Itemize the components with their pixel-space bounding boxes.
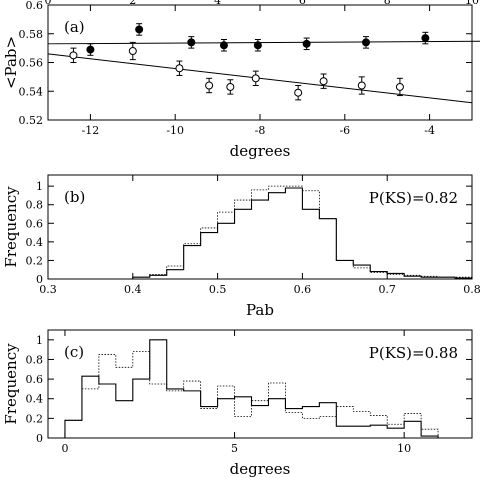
y-tick-label: 0.8 [26, 199, 44, 212]
data-point-open [175, 64, 184, 73]
data-point-filled [302, 39, 311, 48]
x-tick-label: -4 [424, 124, 435, 137]
y-tick-label: 0 [36, 273, 43, 286]
y-tick-label: 0.2 [26, 412, 44, 425]
y-tick-label: 0.56 [19, 57, 44, 70]
histogram-dotted [132, 185, 473, 279]
panel-label: (b) [64, 188, 85, 206]
data-point-open [395, 82, 404, 91]
data-point-open [205, 81, 214, 90]
panel-b: 0.3 0.4 0.5 0.6 0.7 0.8 0 0.2 0.4 0.6 0.8 1 Pab Frequ… [2, 174, 480, 319]
y-tick-label: 0.52 [19, 114, 44, 127]
x-tick-label: 0.7 [378, 283, 396, 296]
panel-c: 0 5 10 0 0.2 0.4 0.6 0.8 1 degrees Frequency (c) P(K… [2, 329, 473, 478]
ks-annotation: P(KS)=0.82 [369, 189, 458, 207]
data-point-filled [219, 41, 228, 50]
y-axis-label: Frequency [2, 186, 20, 268]
data-point-open [69, 51, 78, 60]
y-tick-label: 1 [36, 180, 43, 193]
x-tick-label: 0.3 [39, 283, 57, 296]
top-x-tick-label: 2 [129, 0, 136, 7]
panel-a: -12 -10 -8 -6 -4 0 2 4 6 8 10 0.52 0.54 0.56 0.58 0.6 de… [2, 0, 480, 160]
x-axis-label: degrees [230, 142, 291, 160]
histogram-solid [64, 339, 456, 439]
x-tick-label: -8 [255, 124, 266, 137]
plot-frame [47, 329, 473, 439]
data-point-filled [135, 25, 144, 34]
fit-line-filled-series [47, 40, 480, 45]
top-x-tick-label: 6 [299, 0, 306, 7]
top-x-tick-label: 8 [384, 0, 391, 7]
y-tick-label: 0.54 [19, 85, 44, 98]
data-point-open [319, 77, 328, 86]
x-tick-label: -10 [166, 124, 184, 137]
data-point-filled [86, 45, 95, 54]
data-point-open [128, 47, 137, 55]
y-tick-label: 1 [36, 334, 43, 347]
y-axis-label: Frequency [2, 343, 20, 425]
y-tick-label: 0.4 [26, 236, 44, 249]
histogram-dotted [64, 351, 456, 439]
x-tick-label: 0.8 [463, 283, 480, 296]
x-tick-label: 10 [397, 442, 411, 455]
top-x-tick-label: 0 [45, 0, 52, 7]
x-tick-label: 0.4 [124, 283, 142, 296]
fit-line-open-series [47, 53, 473, 104]
y-tick-label: 0.6 [26, 0, 44, 12]
data-point-open [251, 74, 260, 83]
x-tick-label: -12 [82, 124, 100, 137]
y-tick-label: 0.8 [26, 353, 44, 366]
panel-label: (c) [64, 343, 84, 361]
data-point-filled [187, 38, 196, 47]
x-tick-label: 0.5 [209, 283, 227, 296]
data-point-open [357, 81, 366, 90]
x-axis-label: degrees [230, 460, 291, 478]
x-tick-label: 0 [61, 442, 68, 455]
y-axis-label: <Pab> [2, 36, 20, 89]
x-axis-label: Pab [246, 301, 274, 319]
data-point-open [294, 88, 303, 97]
top-x-tick-label: 4 [214, 0, 221, 7]
y-tick-label: 0.58 [19, 28, 44, 41]
plot-frame [47, 4, 473, 121]
top-x-tick-label: 10 [465, 0, 479, 7]
x-tick-label: 0.6 [294, 283, 312, 296]
y-tick-label: 0.6 [26, 373, 44, 386]
panel-label: (a) [64, 18, 85, 36]
x-tick-label: 5 [231, 442, 238, 455]
y-tick-label: 0.2 [26, 254, 44, 267]
y-tick-label: 0.4 [26, 393, 44, 406]
x-tick-label: -6 [339, 124, 350, 137]
data-point-filled [362, 38, 370, 47]
y-tick-label: 0.6 [26, 217, 44, 230]
plot-frame [47, 174, 473, 280]
data-point-filled [253, 41, 262, 50]
data-point-open [226, 82, 235, 91]
ks-annotation: P(KS)=0.88 [369, 344, 458, 362]
y-tick-label: 0 [36, 432, 43, 445]
data-point-filled [421, 34, 430, 43]
